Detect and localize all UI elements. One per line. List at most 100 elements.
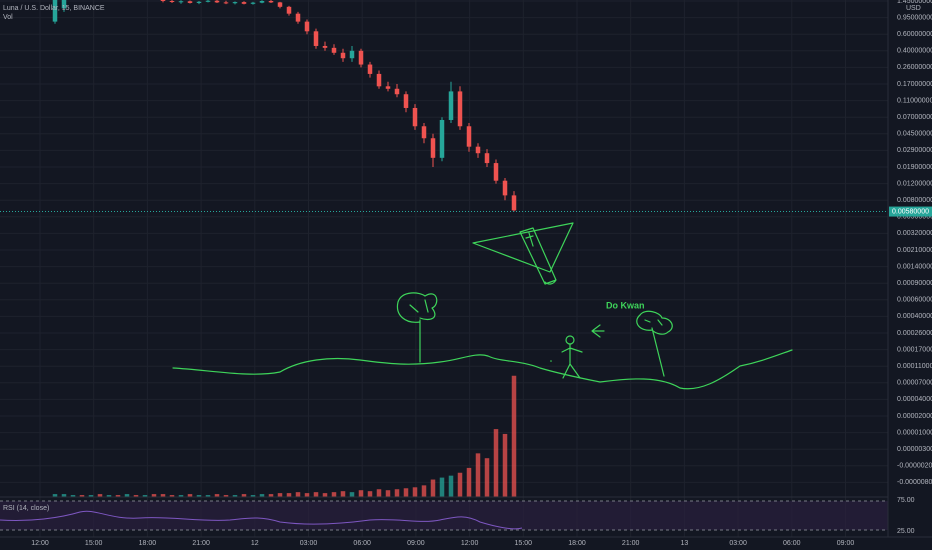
candle-body — [457, 91, 463, 127]
volume-bar — [196, 495, 202, 497]
time-label: 06:00 — [353, 540, 371, 547]
candle-body — [295, 13, 301, 22]
candle-body — [349, 50, 355, 59]
volume-bar — [61, 494, 67, 497]
volume-bar — [160, 494, 166, 497]
candle-body — [367, 64, 373, 74]
candle-body — [250, 2, 256, 4]
volume-bar — [133, 495, 139, 497]
volume-bar — [394, 489, 400, 497]
time-label: 13 — [681, 540, 689, 547]
volume-bar — [430, 479, 436, 497]
drawing — [172, 222, 793, 390]
volume-bar — [475, 453, 481, 497]
candle-body — [304, 21, 310, 32]
time-label: 12:00 — [31, 540, 49, 547]
rsi-upper-label: 75.00 — [897, 497, 915, 504]
price-label: 0.95000000 — [897, 14, 932, 21]
volume-bar — [349, 492, 355, 497]
volume-bar — [259, 494, 265, 497]
time-label: 09:00 — [407, 540, 425, 547]
volume-bar — [385, 490, 391, 497]
candle-body — [394, 88, 400, 95]
candle-body — [313, 31, 319, 46]
candle-body — [187, 1, 193, 3]
currency-label: USD — [906, 5, 921, 12]
volume-bar — [169, 495, 175, 497]
price-label: 0.11000000 — [897, 97, 932, 104]
volume-bar — [484, 458, 490, 497]
candle-body — [232, 2, 238, 4]
candle-body — [358, 50, 364, 65]
volume-bar — [439, 477, 445, 497]
current-price-box — [889, 206, 932, 217]
volume-bar — [376, 489, 382, 497]
volume-bar — [88, 495, 94, 497]
time-label: 12 — [251, 540, 259, 547]
volume-bar — [151, 494, 157, 497]
price-label: 0.00011000 — [897, 363, 932, 370]
time-label: 09:00 — [837, 540, 855, 547]
price-label: 0.00002000 — [897, 413, 932, 420]
price-label: 0.00090000 — [897, 280, 932, 287]
price-axis: 1.45000000 0.95000000 0.60000000 0.40000000… — [0, 0, 932, 486]
volume-bar — [205, 495, 211, 497]
time-label: 03:00 — [729, 540, 747, 547]
rsi-line — [0, 510, 523, 530]
candle-body — [259, 1, 265, 3]
volume-bar — [448, 475, 454, 497]
volume-bar — [421, 485, 427, 497]
candle-body — [178, 1, 184, 3]
current-price-label: 0.00580000 — [892, 208, 929, 215]
price-label: 0.00026000 — [897, 330, 932, 337]
price-label: 0.01900000 — [897, 164, 932, 171]
volume-bar — [502, 433, 508, 497]
volume-bar — [295, 492, 301, 497]
price-label: 0.00060000 — [897, 297, 932, 304]
volume-bar — [358, 490, 364, 497]
volume-bar — [340, 491, 346, 497]
candle-body — [331, 47, 337, 53]
price-label: 0.00007000 — [897, 380, 932, 387]
volume-bar — [223, 495, 229, 497]
volume-label: Vol — [3, 14, 13, 21]
candle-body — [493, 163, 499, 181]
candle-body — [439, 119, 445, 158]
candle-body — [421, 126, 427, 139]
candle-body — [169, 1, 175, 2]
price-label: 0.00500000 — [897, 214, 932, 221]
candle-body — [403, 94, 409, 108]
candle-body — [52, 0, 58, 22]
price-label: 0.26000000 — [897, 64, 932, 71]
candle-body — [475, 146, 481, 154]
candle-body — [484, 153, 490, 164]
rsi-band — [0, 501, 888, 530]
volume-bar — [178, 495, 184, 497]
volume-bar — [322, 493, 328, 497]
candle-body — [205, 0, 211, 2]
volume-bar — [232, 495, 238, 497]
volume-bar — [367, 491, 373, 497]
price-label: 1.45000000 — [897, 0, 932, 5]
annotation: Do Kwan — [606, 300, 645, 310]
volume-bar — [493, 429, 499, 497]
volume-bar — [241, 494, 247, 497]
volume-bar — [79, 495, 85, 497]
candles — [52, 0, 517, 497]
volume-bar — [70, 495, 76, 497]
volume-bar — [250, 495, 256, 497]
candle-body — [196, 1, 202, 3]
volume-bar — [403, 488, 409, 497]
time-label: 21:00 — [622, 540, 640, 547]
candle-body — [502, 180, 508, 196]
time-label: 06:00 — [783, 540, 801, 547]
price-label: 0.02900000 — [897, 147, 932, 154]
rsi-label: RSI (14, close) — [3, 505, 49, 512]
price-label: 0.04500000 — [897, 131, 932, 138]
price-label: 0.17000000 — [897, 81, 932, 88]
volume-bar — [466, 467, 472, 497]
volume-bar — [304, 493, 310, 497]
candle-body — [160, 0, 166, 1]
volume-bar — [124, 494, 130, 497]
